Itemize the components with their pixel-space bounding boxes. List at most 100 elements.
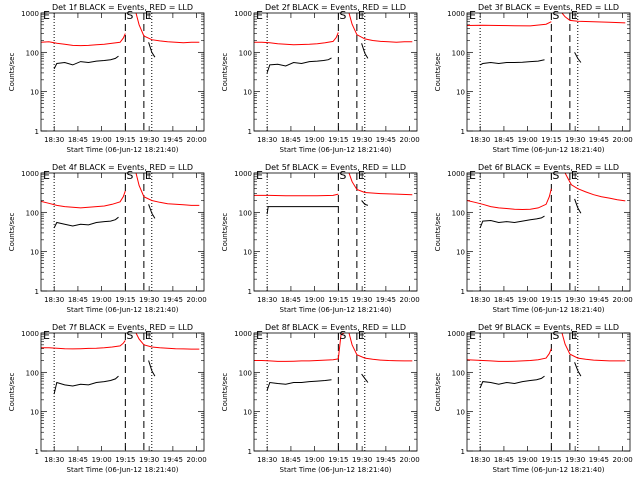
y-axis-label: Counts/sec [221,53,229,92]
x-tick-label: 18:45 [494,136,514,144]
x-axis-label: Start Time (06-Jun-12 18:21:40) [493,146,605,154]
y-tick-label: 10 [456,249,465,257]
events-line-seg-0 [53,216,119,229]
x-axis-label: Start Time (06-Jun-12 18:21:40) [280,306,392,314]
x-axis-label: Start Time (06-Jun-12 18:21:40) [280,466,392,474]
y-tick-label: 1000 [234,10,252,18]
events-line-seg-1 [148,360,156,377]
x-tick-label: 20:00 [400,136,420,144]
marker-label-e-left: E [256,169,263,182]
marker-label-s: S [126,169,133,182]
y-tick-label: 1000 [447,330,465,338]
x-tick-label: 20:00 [613,136,633,144]
x-tick-label: 19:30 [565,296,585,304]
marker-label-e-left: E [469,329,476,342]
marker-label-s: S [552,169,559,182]
panel-title: Det 6f BLACK = Events, RED = LLD [478,163,619,172]
plot-area [467,173,626,229]
marker-label-e: E [145,329,152,342]
events-line-seg-0 [53,375,119,395]
panel-title: Det 1f BLACK = Events, RED = LLD [52,3,193,12]
y-tick-label: 100 [239,209,252,217]
x-tick-label: 18:45 [68,136,88,144]
x-tick-label: 19:15 [115,456,135,464]
x-tick-label: 19:30 [139,136,159,144]
lld-line-seg-0 [254,32,339,46]
events-line-seg-1 [148,204,156,219]
y-tick-label: 1 [248,128,252,136]
plot-frame [40,12,205,132]
y-tick-label: 100 [26,49,39,57]
lld-line-seg-1 [337,333,345,359]
panel-det-5: Det 5f BLACK = Events, RED = LLD 18:30 18:… [221,163,420,314]
y-tick-label: 100 [452,49,465,57]
marker-label-e: E [358,169,365,182]
y-tick-label: 10 [243,89,252,97]
plot-area [254,173,413,215]
y-tick-label: 100 [26,369,39,377]
lld-line-seg-0 [41,190,126,209]
x-tick-label: 18:45 [68,456,88,464]
plot-frame [253,172,418,292]
x-tick-label: 19:15 [115,296,135,304]
x-axis-label: Start Time (06-Jun-12 18:21:40) [493,466,605,474]
marker-label-e-left: E [256,9,263,22]
y-tick-label: 10 [30,409,39,417]
panel-det-4: Det 4f BLACK = Events, RED = LLD 18:30 18:… [8,163,207,314]
x-tick-label: 19:30 [565,456,585,464]
x-tick-label: 19:30 [139,296,159,304]
marker-label-s: S [339,9,346,22]
x-tick-label: 20:00 [187,136,207,144]
marker-label-e-left: E [43,9,50,22]
plot-frame [466,172,631,292]
lld-line-seg-1 [561,13,626,24]
marker-label-e-left: E [256,329,263,342]
y-tick-label: 1000 [447,10,465,18]
x-tick-label: 18:30 [257,456,277,464]
x-tick-label: 19:00 [305,136,325,144]
panel-det-8: Det 8f BLACK = Events, RED = LLD 18:30 18:… [221,323,420,474]
x-tick-label: 19:15 [541,136,561,144]
panel-title: Det 4f BLACK = Events, RED = LLD [52,163,193,172]
y-tick-label: 1 [461,128,465,136]
panel-title: Det 3f BLACK = Events, RED = LLD [478,3,619,12]
x-tick-label: 19:00 [305,296,325,304]
x-tick-label: 20:00 [613,456,633,464]
marker-label-e-left: E [43,169,50,182]
x-tick-label: 20:00 [400,296,420,304]
marker-label-s: S [552,9,559,22]
marker-label-e: E [571,169,578,182]
marker-label-s: S [126,9,133,22]
x-tick-label: 19:30 [352,456,372,464]
marker-label-s: S [339,329,346,342]
x-tick-label: 18:45 [68,296,88,304]
y-tick-label: 1 [35,288,39,296]
marker-label-s: S [126,329,133,342]
x-tick-label: 18:45 [494,456,514,464]
events-line-seg-1 [361,200,369,206]
panel-det-7: Det 7f BLACK = Events, RED = LLD 18:30 18:… [8,323,207,474]
events-line-seg-0 [479,59,545,66]
y-axis-label: Counts/sec [221,213,229,252]
plot-area [41,173,200,229]
marker-label-e: E [571,329,578,342]
plot-frame [466,332,631,452]
x-tick-label: 19:00 [92,136,112,144]
panel-title: Det 8f BLACK = Events, RED = LLD [265,323,406,332]
plot-frame [40,332,205,452]
lld-line-seg-1 [348,173,413,196]
events-line-seg-0 [479,375,545,389]
lld-line-seg-1 [135,13,200,44]
plot-area [467,333,626,389]
events-line-seg-1 [574,362,582,377]
x-tick-label: 19:15 [115,136,135,144]
events-line-seg-0 [53,55,119,70]
y-tick-label: 100 [239,49,252,57]
lld-line-seg-0 [467,188,552,211]
y-tick-label: 10 [456,409,465,417]
x-tick-label: 18:30 [44,456,64,464]
x-tick-label: 20:00 [400,456,420,464]
lld-line-seg-2 [348,333,413,362]
x-tick-label: 19:45 [163,296,183,304]
y-tick-label: 1 [461,448,465,456]
